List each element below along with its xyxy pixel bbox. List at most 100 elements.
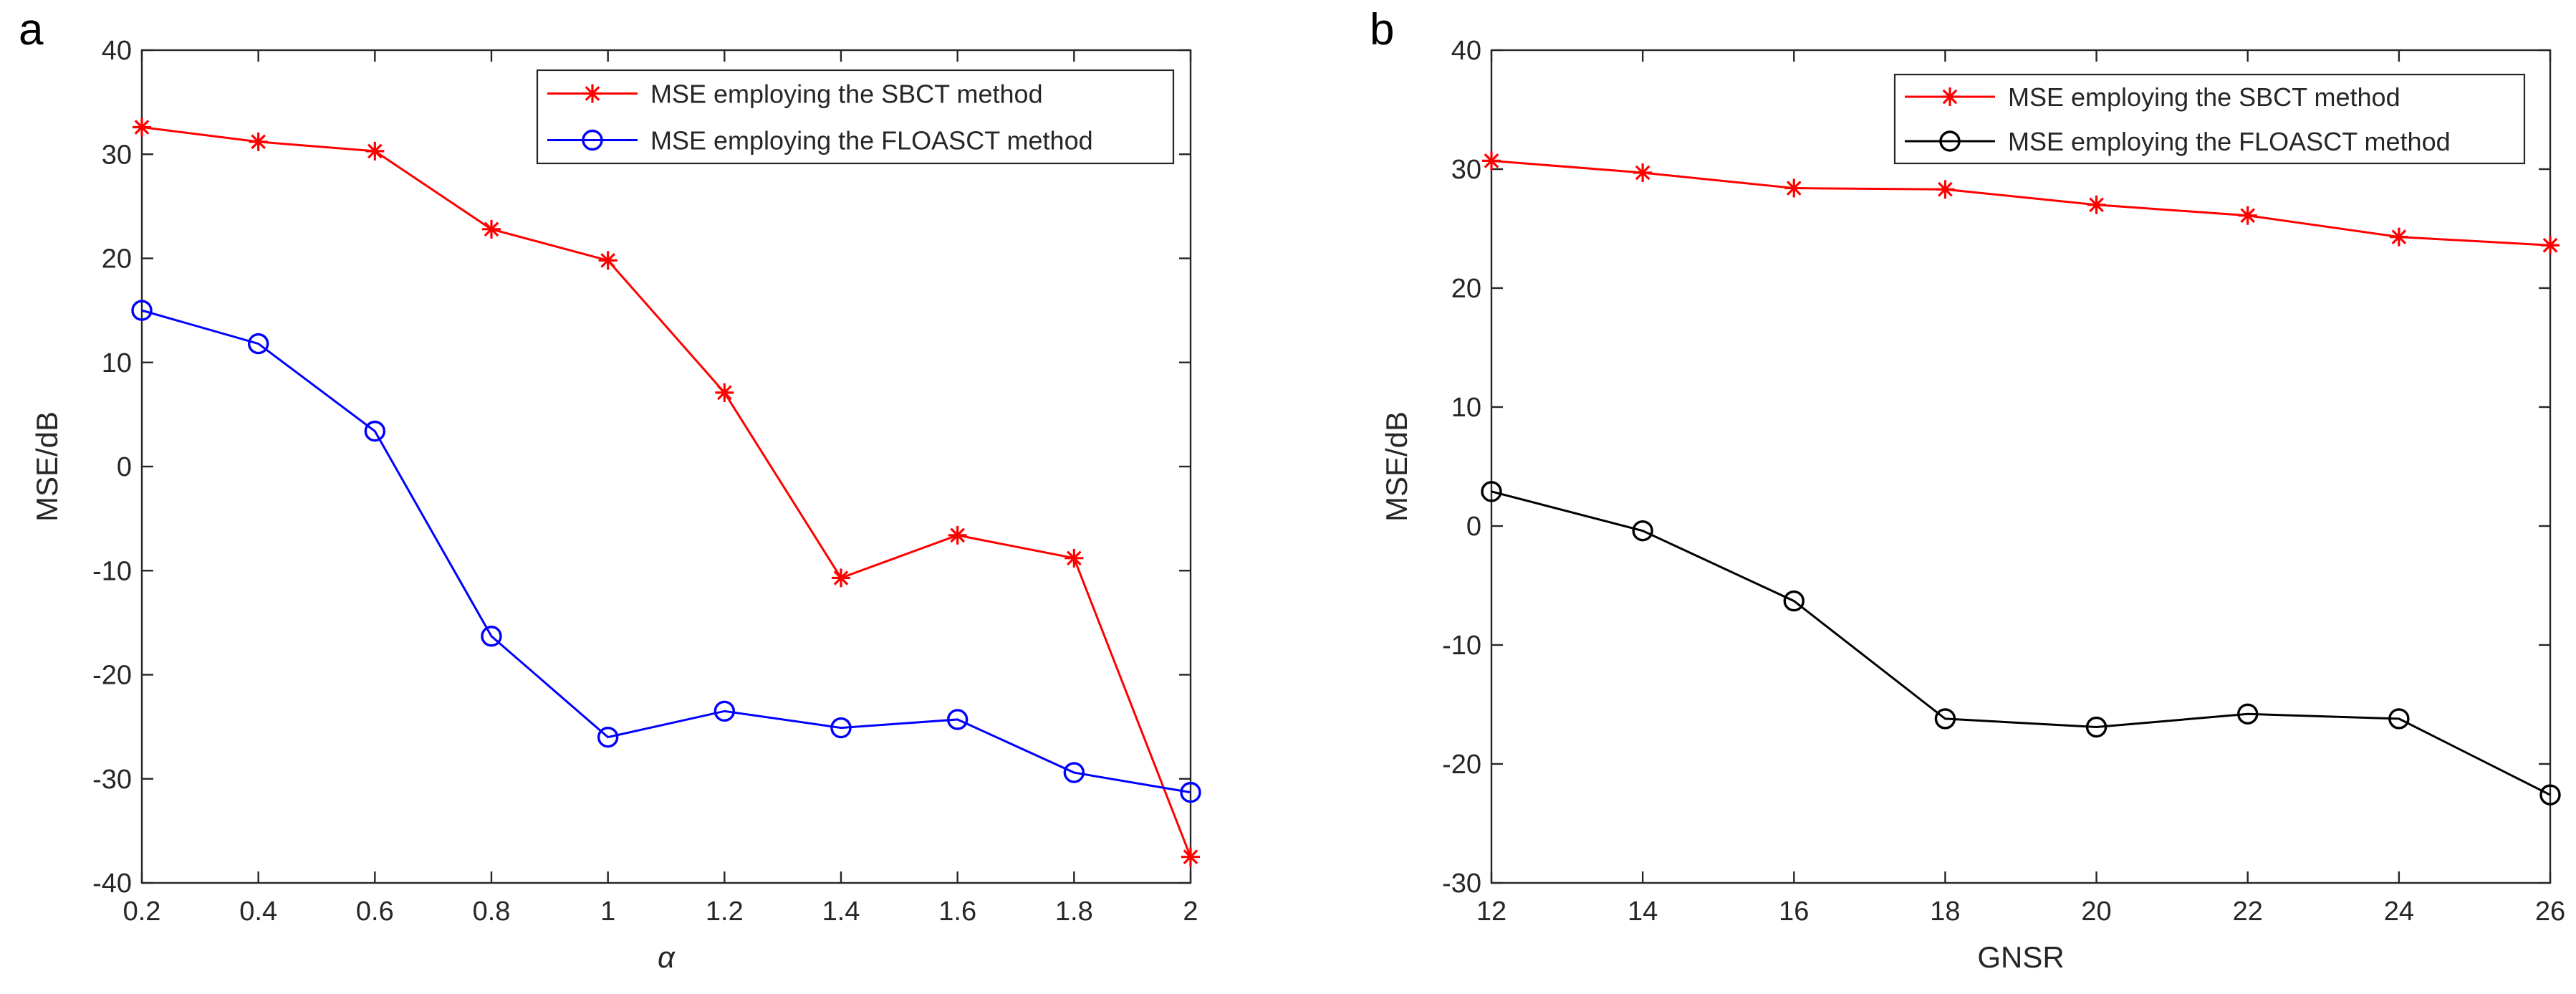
data-point xyxy=(131,300,153,321)
y-tick-label: -10 xyxy=(92,556,132,586)
y-tick-label: -40 xyxy=(92,869,132,899)
series-line xyxy=(1491,159,2551,247)
data-point xyxy=(364,420,386,442)
y-tick-label: -20 xyxy=(1442,750,1481,780)
x-tick-label: 24 xyxy=(2384,897,2414,927)
x-tick-label: 1.2 xyxy=(706,897,744,927)
data-point xyxy=(2388,708,2410,730)
data-point xyxy=(2087,195,2106,214)
plot-frame xyxy=(1490,49,2552,884)
data-point xyxy=(247,333,269,355)
x-tick-label: 1.8 xyxy=(1055,897,1093,927)
legend-box xyxy=(536,69,1175,165)
series-0 xyxy=(133,118,1200,866)
data-point xyxy=(2085,716,2108,738)
data-point xyxy=(713,700,736,722)
series-1 xyxy=(1481,481,2561,806)
data-point xyxy=(2238,206,2257,225)
data-point xyxy=(1936,180,1955,199)
x-tick-label: 2 xyxy=(1183,897,1198,927)
data-point xyxy=(1482,151,1501,171)
legend-marker xyxy=(1941,87,1959,106)
data-point xyxy=(1633,163,1653,182)
data-point xyxy=(1784,178,1804,198)
y-tick-label: 30 xyxy=(1451,155,1481,185)
data-point xyxy=(1783,590,1804,612)
x-tick-label: 14 xyxy=(1628,897,1658,927)
series-0 xyxy=(1482,151,2560,255)
x-tick-label: 20 xyxy=(2081,897,2111,927)
series-1 xyxy=(131,300,1201,803)
x-axis-label: GNSR xyxy=(1977,940,2064,974)
legend-marker xyxy=(1939,130,1961,152)
x-axis-label: α xyxy=(658,940,676,974)
y-tick-label: -30 xyxy=(1442,869,1481,899)
legend: MSE employing the SBCT method MSE employi… xyxy=(536,69,1175,165)
data-point xyxy=(481,626,502,647)
x-tick-label: 0.2 xyxy=(123,897,161,927)
data-point xyxy=(249,132,268,151)
data-point xyxy=(482,219,501,239)
y-tick-label: 30 xyxy=(102,140,132,170)
x-tick-label: 1.4 xyxy=(822,897,860,927)
legend-marker xyxy=(582,129,603,151)
data-point xyxy=(948,525,967,545)
data-point xyxy=(830,717,852,739)
x-tick-label: 16 xyxy=(1779,897,1809,927)
data-point xyxy=(946,709,969,730)
data-point xyxy=(133,118,151,137)
data-point xyxy=(598,251,617,270)
y-tick-label: -20 xyxy=(92,661,132,691)
legend-label: MSE employing the SBCT method xyxy=(2008,82,2400,112)
data-point xyxy=(832,568,850,588)
x-tick-label: 18 xyxy=(1930,897,1960,927)
y-tick-label: 0 xyxy=(117,452,132,482)
legend-marker xyxy=(583,84,602,103)
x-tick-label: 0.4 xyxy=(239,897,277,927)
legend: MSE employing the SBCT method MSE employi… xyxy=(1893,73,2526,165)
data-point xyxy=(1481,481,1502,502)
legend-label: MSE employing the FLOASCT method xyxy=(650,126,1093,156)
y-tick-label: 40 xyxy=(102,36,132,66)
data-point xyxy=(1064,548,1084,568)
x-tick-label: 0.8 xyxy=(473,897,511,927)
legend-label: MSE employing the SBCT method xyxy=(650,80,1043,109)
x-tick-label: 26 xyxy=(2535,897,2565,927)
x-tick-label: 12 xyxy=(1476,897,1506,927)
data-point xyxy=(715,383,734,402)
data-point xyxy=(1180,781,1201,803)
panel-letter: b xyxy=(1370,5,1394,54)
x-tick-label: 1 xyxy=(600,897,615,927)
series-line xyxy=(1491,490,2551,796)
y-tick-label: 20 xyxy=(1451,274,1481,304)
y-tick-label: 20 xyxy=(102,244,132,274)
series-line xyxy=(141,309,1191,794)
data-point xyxy=(2237,703,2259,725)
data-point xyxy=(2539,784,2561,806)
x-tick-label: 1.6 xyxy=(938,897,976,927)
y-tick-label: 10 xyxy=(1451,393,1481,423)
data-point xyxy=(1063,762,1085,783)
y-tick-label: -10 xyxy=(1442,631,1481,661)
data-point xyxy=(1934,708,1956,730)
y-axis-label: MSE/dB xyxy=(1380,411,1413,522)
panel-letter: a xyxy=(19,5,44,54)
data-point xyxy=(2389,227,2408,247)
data-point xyxy=(365,141,385,161)
x-tick-label: 22 xyxy=(2233,897,2263,927)
y-tick-label: 40 xyxy=(1451,36,1481,66)
series-line xyxy=(141,125,1192,858)
data-point xyxy=(2541,236,2560,255)
y-tick-label: 0 xyxy=(1466,512,1481,542)
chart-panel-b: b 12 14 16 18 20 22 24 26 -30 -20 -10 0 10 20 30 40 GNSR M… xyxy=(1370,5,2565,974)
data-point xyxy=(1181,847,1200,866)
data-point xyxy=(597,726,619,748)
y-tick-label: -30 xyxy=(92,765,132,795)
legend-box xyxy=(1893,73,2526,165)
y-axis-label: MSE/dB xyxy=(30,411,64,522)
legend-label: MSE employing the FLOASCT method xyxy=(2008,127,2451,156)
data-point xyxy=(1632,520,1653,542)
x-tick-label: 0.6 xyxy=(356,897,394,927)
y-tick-label: 10 xyxy=(102,348,132,378)
